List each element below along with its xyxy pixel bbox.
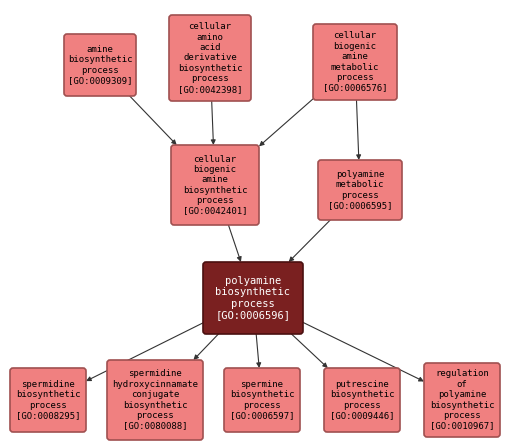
Text: polyamine
biosynthetic
process
[GO:0006596]: polyamine biosynthetic process [GO:00065… <box>215 276 290 320</box>
FancyBboxPatch shape <box>317 160 401 220</box>
FancyBboxPatch shape <box>423 363 499 437</box>
Text: cellular
amino
acid
derivative
biosynthetic
process
[GO:0042398]: cellular amino acid derivative biosynthe… <box>177 22 242 94</box>
Text: spermidine
hydroxycinnamate
conjugate
biosynthetic
process
[GO:0080088]: spermidine hydroxycinnamate conjugate bi… <box>112 370 197 431</box>
Text: cellular
biogenic
amine
biosynthetic
process
[GO:0042401]: cellular biogenic amine biosynthetic pro… <box>182 155 247 215</box>
Text: spermine
biosynthetic
process
[GO:0006597]: spermine biosynthetic process [GO:000659… <box>229 380 294 420</box>
FancyBboxPatch shape <box>323 368 399 432</box>
FancyBboxPatch shape <box>169 15 250 101</box>
Text: spermidine
biosynthetic
process
[GO:0008295]: spermidine biosynthetic process [GO:0008… <box>16 380 80 420</box>
FancyBboxPatch shape <box>224 368 299 432</box>
FancyBboxPatch shape <box>107 360 203 440</box>
FancyBboxPatch shape <box>313 24 396 100</box>
Text: polyamine
metabolic
process
[GO:0006595]: polyamine metabolic process [GO:0006595] <box>327 170 391 210</box>
Text: putrescine
biosynthetic
process
[GO:0009446]: putrescine biosynthetic process [GO:0009… <box>329 380 393 420</box>
FancyBboxPatch shape <box>171 145 259 225</box>
FancyBboxPatch shape <box>64 34 136 96</box>
FancyBboxPatch shape <box>203 262 302 334</box>
Text: regulation
of
polyamine
biosynthetic
process
[GO:0010967]: regulation of polyamine biosynthetic pro… <box>429 370 493 431</box>
FancyBboxPatch shape <box>10 368 86 432</box>
Text: amine
biosynthetic
process
[GO:0009309]: amine biosynthetic process [GO:0009309] <box>68 45 132 85</box>
Text: cellular
biogenic
amine
metabolic
process
[GO:0006576]: cellular biogenic amine metabolic proces… <box>322 31 386 92</box>
